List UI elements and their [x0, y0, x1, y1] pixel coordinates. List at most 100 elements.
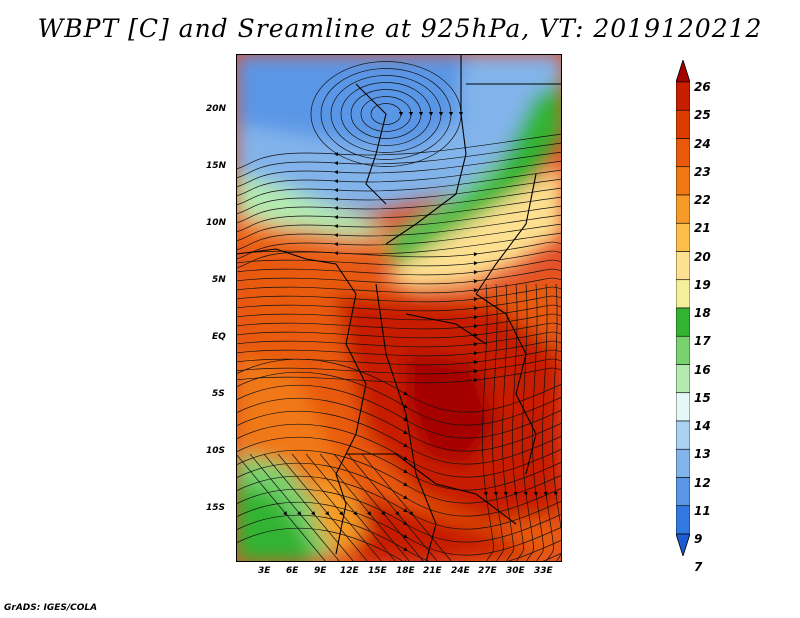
credit-text: GrADS: IGES/COLA — [4, 603, 98, 613]
streamline — [236, 187, 562, 224]
colorbar-label: 23 — [694, 164, 711, 179]
colorbar-segment — [676, 81, 690, 111]
streamline — [291, 453, 383, 562]
colorbar-segment — [676, 222, 690, 252]
streamline — [236, 250, 562, 267]
streamline — [236, 462, 562, 517]
colorbar — [676, 60, 690, 556]
y-tick-label: 5N — [212, 275, 226, 285]
streamline — [236, 527, 562, 562]
streamline — [236, 371, 562, 426]
streamline — [347, 453, 439, 562]
streamline — [236, 475, 562, 530]
streamline — [542, 283, 554, 562]
streamline — [236, 268, 562, 285]
colorbar-label: 17 — [694, 334, 711, 349]
streamline — [236, 169, 562, 206]
streamline — [236, 196, 562, 233]
colorbar-label: 19 — [694, 277, 711, 292]
streamline — [236, 384, 562, 439]
streamline — [330, 75, 444, 153]
colorbar-label: 12 — [694, 475, 711, 490]
y-tick-label: 15S — [206, 503, 226, 513]
streamline — [236, 322, 562, 339]
streamline — [236, 142, 562, 179]
streamline — [263, 453, 355, 562]
streamline — [236, 449, 562, 504]
streamline — [522, 283, 534, 562]
streamline — [305, 453, 397, 562]
streamline — [532, 283, 544, 562]
colorbar-segment — [676, 251, 690, 281]
streamline — [319, 453, 411, 562]
streamline — [236, 358, 562, 413]
colorbar-segment — [676, 307, 690, 337]
colorbar-segment — [676, 335, 690, 365]
colorbar-label: 15 — [694, 390, 711, 405]
streamline — [482, 283, 494, 562]
x-tick-label: 33E — [534, 566, 553, 576]
colorbar-segment — [676, 392, 690, 422]
streamline — [236, 259, 562, 276]
streamline — [236, 160, 562, 197]
streamline — [512, 283, 524, 562]
streamline — [236, 313, 562, 330]
colorbar-label: 18 — [694, 306, 711, 320]
streamline — [236, 397, 562, 452]
map-panel: 20N 15N 10N 5N EQ 5S 10S 15S 3E 6E 9E 12… — [206, 54, 562, 576]
x-tick-label: 18E — [396, 566, 415, 576]
streamline — [236, 453, 327, 562]
streamline — [236, 331, 562, 348]
streamline — [236, 214, 562, 251]
streamline — [236, 501, 562, 556]
wbpt-field-map — [236, 54, 562, 562]
y-tick-label: 5S — [212, 389, 225, 399]
streamline — [236, 223, 562, 260]
streamline — [236, 277, 562, 294]
streamline — [236, 241, 562, 258]
country-borders — [236, 54, 562, 562]
map-frame — [236, 54, 562, 562]
streamline — [340, 82, 434, 146]
x-tick-label: 9E — [314, 566, 327, 576]
streamlines — [236, 61, 562, 562]
colorbar-label: 24 — [694, 136, 711, 151]
x-tick-label: 6E — [286, 566, 299, 576]
streamline — [333, 453, 425, 562]
colorbar-label: 9 — [694, 532, 703, 546]
y-tick-label: 15N — [206, 161, 227, 171]
temperature-shading — [236, 54, 562, 562]
colorbar-label: 26 — [694, 80, 711, 94]
streamline — [236, 133, 562, 170]
map-title: WBPT [C] and Sreamline at 925hPa, VT: 20… — [37, 14, 763, 43]
streamline — [236, 410, 562, 465]
streamline — [502, 283, 514, 562]
x-tick-label: 3E — [258, 566, 271, 576]
colorbar-bottom-triangle — [676, 533, 690, 556]
streamline — [236, 358, 562, 375]
streamline — [236, 286, 562, 303]
x-tick-label: 30E — [506, 566, 525, 576]
y-tick-label: 10N — [206, 218, 227, 228]
colorbar-label: 14 — [694, 419, 711, 433]
colorbar-label: 7 — [694, 560, 703, 575]
streamline — [249, 453, 341, 562]
x-tick-label: 24E — [451, 566, 470, 576]
colorbar-segment — [676, 505, 690, 535]
colorbar-label: 22 — [694, 193, 711, 207]
streamline — [360, 96, 414, 132]
colorbar-label: 21 — [694, 221, 711, 236]
streamline — [277, 453, 369, 562]
streamline — [236, 295, 562, 312]
y-tick-label: 20N — [206, 104, 227, 114]
streamline — [350, 89, 424, 139]
colorbar-label: 20 — [694, 249, 711, 264]
colorbar-segment — [676, 194, 690, 224]
streamline — [236, 340, 562, 357]
streamline — [236, 178, 562, 215]
colorbar-label: 13 — [694, 447, 711, 462]
colorbar-label: 25 — [694, 108, 711, 123]
colorbar-segment — [676, 364, 690, 394]
x-tick-label: 15E — [368, 566, 387, 576]
colorbar-segment — [676, 109, 690, 139]
